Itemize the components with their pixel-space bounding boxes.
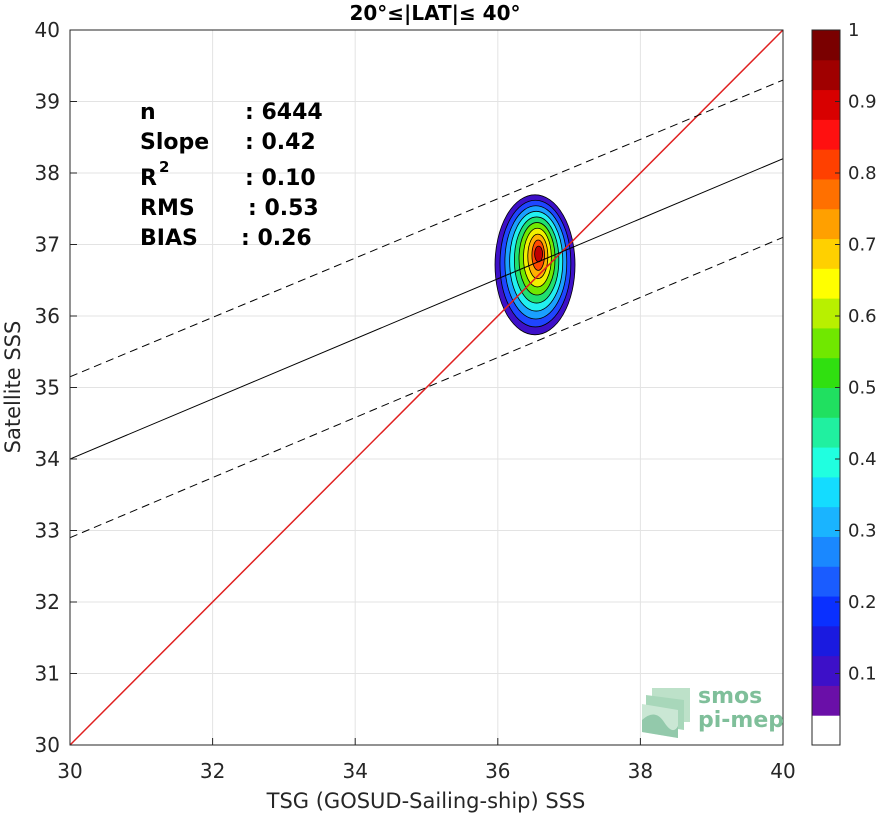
colorbar-tick-label-5: 0.6: [848, 306, 877, 327]
colorbar-tick-label-8: 0.9: [848, 92, 877, 113]
colorbar-segment-15: [812, 268, 840, 299]
colorbar-tick-label-0: 0.1: [848, 664, 877, 685]
reference-lines: [70, 30, 783, 745]
y-axis-label: Satellite SSS: [1, 321, 25, 454]
colorbar-segment-1: [812, 685, 840, 716]
stat-rms-value: : 0.53: [248, 196, 319, 221]
colorbar-tick-label-7: 0.8: [848, 163, 877, 184]
colorbar-segment-13: [812, 327, 840, 359]
y-tick-label-3: 33: [35, 519, 60, 543]
x-tick-label-5: 40: [770, 759, 795, 783]
stat-r2-value: : 0.10: [245, 166, 316, 191]
colorbar: [811, 29, 841, 746]
x-tick-label-1: 32: [200, 759, 225, 783]
colorbar-segment-8: [812, 476, 840, 508]
lower-bound-line: [70, 236, 783, 539]
identity-line: [70, 30, 783, 745]
colorbar-segment-0: [812, 715, 840, 746]
colorbar-segment-4: [812, 596, 840, 627]
y-tick-label-2: 32: [35, 590, 60, 614]
colorbar-segment-19: [812, 149, 840, 180]
colorbar-tick-label-9: 1: [848, 20, 859, 41]
colorbar-segment-17: [812, 208, 840, 240]
y-tick-label-7: 37: [35, 233, 60, 257]
colorbar-segment-11: [812, 387, 840, 418]
colorbar-segment-21: [812, 89, 840, 120]
logo-text-line2: pi-mep: [698, 708, 784, 733]
colorbar-segment-14: [812, 298, 840, 329]
stat-bias-label: BIAS: [140, 226, 198, 251]
colorbar-segment-18: [812, 178, 840, 210]
stat-rms-label: RMS: [140, 196, 195, 221]
x-tick-label-0: 30: [57, 759, 82, 783]
stat-r2-label: R: [140, 166, 157, 191]
colorbar-segment-10: [812, 417, 840, 448]
colorbar-segment-9: [812, 447, 840, 478]
colorbar-tick-label-4: 0.5: [848, 378, 877, 399]
colorbar-tick-label-6: 0.7: [848, 235, 877, 256]
smos-pi-mep-logo: smos pi-mep: [642, 684, 784, 738]
colorbar-ticks: 0.1 0.2 0.3 0.4 0.5 0.6 0.7 0.8 0.9 1: [835, 20, 877, 685]
y-tick-label-1: 31: [35, 662, 60, 686]
colorbar-segment-23: [812, 30, 840, 61]
colorbar-segment-12: [812, 357, 840, 388]
upper-bound-line: [70, 79, 783, 378]
stat-slope-value: : 0.42: [245, 130, 316, 155]
x-tick-label-3: 36: [485, 759, 510, 783]
colorbar-segment-7: [812, 506, 840, 537]
stat-r2-superscript: 2: [159, 158, 169, 176]
contour-level-9: [534, 245, 544, 263]
logo-mark-icon: [642, 688, 690, 738]
colorbar-tick-label-1: 0.2: [848, 592, 877, 613]
colorbar-segment-2: [812, 655, 840, 686]
x-tick-label-2: 34: [342, 759, 367, 783]
logo-text-line1: smos: [698, 684, 762, 709]
y-tick-label-4: 34: [35, 447, 60, 471]
regression-line: [70, 158, 783, 460]
colorbar-segment-5: [812, 566, 840, 597]
x-tick-label-4: 38: [628, 759, 653, 783]
y-tick-label-10: 40: [35, 18, 60, 42]
stat-slope-label: Slope: [140, 130, 209, 155]
stats-box: n : 6444 Slope : 0.42 R 2 : 0.10 RMS : 0…: [140, 100, 323, 251]
stat-bias-value: : 0.26: [241, 226, 312, 251]
y-axis-ticks: 30 31 32 33 34 35 36 37 38 39 40: [35, 18, 77, 757]
x-axis-ticks: 30 32 34 36 38 40: [57, 738, 796, 783]
y-tick-label-9: 39: [35, 90, 60, 114]
y-tick-label-6: 36: [35, 304, 60, 328]
stat-n-label: n: [140, 100, 156, 125]
y-tick-label-0: 30: [35, 733, 60, 757]
colorbar-tick-label-3: 0.4: [848, 449, 877, 470]
colorbar-segment-20: [812, 119, 840, 150]
chart-title: 20°≤|LAT|≤ 40°: [349, 1, 520, 25]
colorbar-segment-22: [812, 59, 840, 91]
colorbar-segment-6: [812, 536, 840, 567]
density-contours: [494, 194, 576, 336]
stat-n-value: : 6444: [245, 100, 323, 125]
x-axis-label: TSG (GOSUD-Sailing-ship) SSS: [266, 789, 586, 813]
y-tick-label-8: 38: [35, 161, 60, 185]
colorbar-segment-16: [812, 238, 840, 269]
colorbar-tick-label-2: 0.3: [848, 521, 877, 542]
y-tick-label-5: 35: [35, 376, 60, 400]
colorbar-segment-3: [812, 625, 840, 657]
